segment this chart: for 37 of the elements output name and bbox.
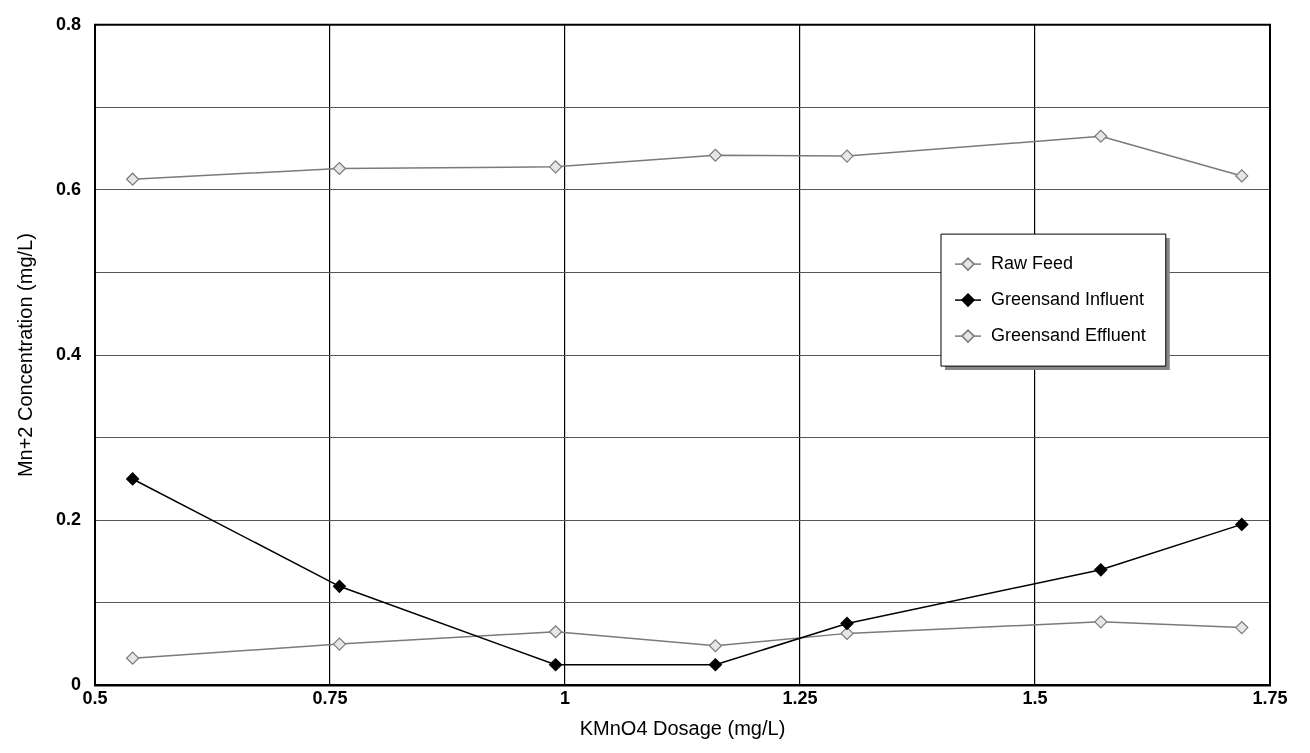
legend-label: Raw Feed [991, 253, 1074, 274]
point [1235, 169, 1249, 183]
point [126, 172, 140, 186]
point [1094, 563, 1108, 577]
point [126, 651, 140, 665]
y-tick-label: 0.4 [55, 344, 82, 365]
legend-label: Greensand Influent [991, 289, 1145, 310]
y-axis-title: Mn+2 Concentration (mg/L) [13, 233, 36, 478]
x-tick-label: 1 [560, 688, 571, 709]
y-tick-label: 0.2 [55, 509, 82, 530]
point [332, 637, 347, 651]
point [549, 160, 563, 174]
point [1235, 517, 1249, 531]
point [549, 625, 563, 639]
point [332, 161, 347, 176]
point [840, 616, 854, 631]
y-tick-label: 0 [71, 674, 82, 695]
x-axis-title: KMnO4 Dosage (mg/L) [579, 716, 786, 739]
point [840, 626, 854, 640]
x-tick-label: 1.5 [1022, 688, 1048, 709]
legend-label: Greensand Effluent [991, 325, 1146, 346]
point [1094, 615, 1108, 629]
x-tick-label: 0.75 [312, 688, 348, 709]
point [708, 658, 723, 672]
point [708, 639, 723, 653]
point [840, 149, 854, 163]
point [708, 148, 723, 162]
point [1094, 129, 1108, 143]
point [549, 658, 563, 672]
x-tick-label: 0.5 [82, 688, 108, 709]
y-tick-label: 0.8 [55, 13, 82, 34]
x-tick-label: 1.25 [782, 688, 818, 709]
point [1235, 621, 1249, 635]
point [126, 472, 140, 486]
y-tick-label: 0.6 [55, 178, 82, 199]
point [332, 579, 347, 593]
x-tick-label: 1.75 [1252, 688, 1288, 709]
